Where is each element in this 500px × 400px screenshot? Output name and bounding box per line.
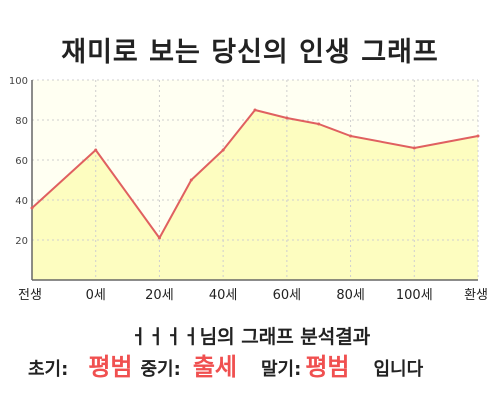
x-tick-label: 전생	[18, 288, 42, 303]
area-fill	[32, 110, 478, 280]
data-point	[253, 108, 257, 112]
result-suffix: 님의 그래프 분석결과	[199, 326, 371, 348]
data-point	[285, 116, 289, 120]
y-tick-label: 80	[15, 116, 28, 127]
result-heading: ㅓㅓㅓㅓ님의 그래프 분석결과	[0, 322, 500, 349]
data-point	[349, 134, 353, 138]
x-tick-label: 100세	[396, 288, 433, 303]
ending-text: 입니다	[373, 359, 424, 380]
late-value: 평범	[305, 353, 350, 381]
late-label: 말기:	[261, 359, 302, 380]
y-tick-label: 100	[9, 76, 28, 87]
y-tick-label: 60	[15, 156, 28, 167]
x-tick-label: 60세	[273, 288, 302, 303]
data-point	[30, 206, 34, 210]
user-name: ㅓㅓㅓㅓ	[129, 326, 200, 348]
data-point	[476, 134, 480, 138]
data-point	[189, 178, 193, 182]
x-tick-label: 40세	[209, 288, 238, 303]
data-point	[157, 236, 161, 240]
x-tick-label: 환생	[464, 288, 488, 303]
data-point	[317, 122, 321, 126]
data-point	[221, 148, 225, 152]
early-label: 초기:	[28, 359, 69, 380]
result-summary: 초기: 평범 중기: 출세 말기: 평범 입니다	[28, 347, 488, 382]
mid-value: 출세	[192, 353, 237, 381]
y-tick-label: 40	[15, 196, 28, 207]
x-tick-label: 0세	[86, 288, 106, 303]
x-tick-label: 20세	[145, 288, 174, 303]
data-point	[412, 146, 416, 150]
y-tick-label: 20	[15, 236, 28, 247]
page-title: 재미로 보는 당신의 인생 그래프	[61, 37, 439, 68]
mid-label: 중기:	[140, 359, 181, 380]
data-point	[94, 148, 98, 152]
x-tick-label: 80세	[336, 288, 365, 303]
early-value: 평범	[88, 353, 133, 381]
